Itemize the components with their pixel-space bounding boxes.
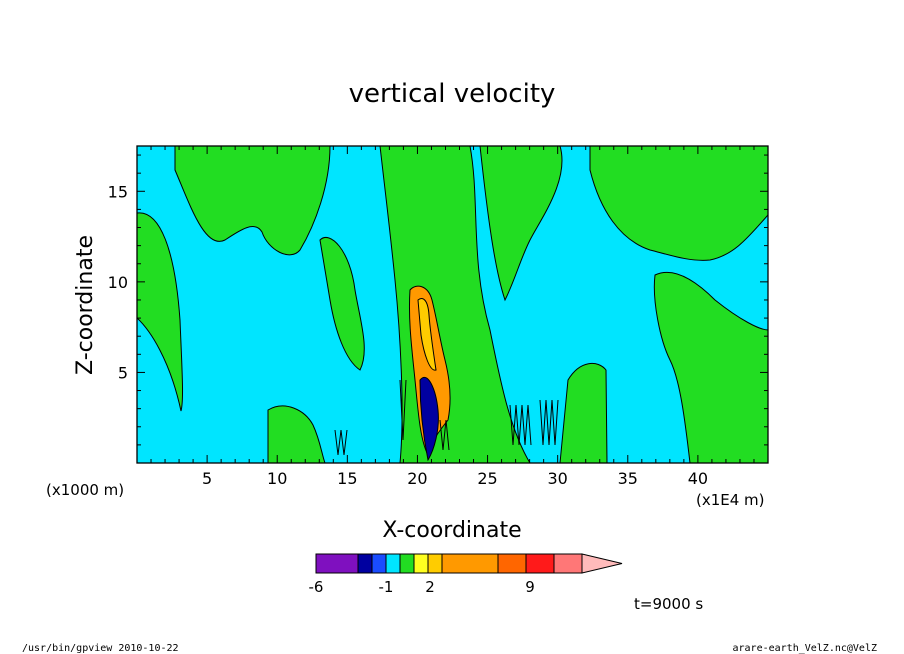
noise-contours [334, 379, 559, 456]
colorbar-segment [385, 553, 401, 574]
x-tick-label: 5 [202, 469, 212, 488]
colorbar-segment [525, 553, 555, 574]
core-yellow [417, 298, 437, 371]
x-axis: 5 10 15 20 25 30 35 40 [150, 146, 755, 488]
region-center-left [319, 237, 365, 371]
colorbar-label: -6 [309, 578, 324, 596]
y-tick-label: 5 [118, 363, 128, 382]
x-axis-label: X-coordinate [382, 518, 521, 543]
colorbar [315, 553, 623, 574]
x-tick-label: 20 [407, 469, 427, 488]
chart-title: vertical velocity [349, 79, 556, 109]
region-left-edge [137, 212, 184, 412]
region-top-left [174, 146, 331, 256]
x-tick-label: 15 [337, 469, 357, 488]
region-center-right [479, 146, 563, 302]
colorbar-segment [357, 553, 373, 574]
footer-left: /usr/bin/gpview 2010-10-22 [22, 643, 179, 654]
x-tick-label: 10 [267, 469, 287, 488]
x-unit-left: (x1000 m) [46, 481, 124, 499]
x-tick-label: 30 [547, 469, 567, 488]
core-blue [419, 377, 439, 462]
plot-field [137, 146, 768, 463]
colorbar-segment [315, 553, 359, 574]
x-unit-right: (x1E4 m) [696, 491, 765, 509]
x-tick-label: 35 [618, 469, 638, 488]
y-axis-label: Z-coordinate [73, 235, 98, 375]
colorbar-label: 2 [425, 578, 435, 596]
plot-frame [136, 145, 769, 464]
x-tick-label: 40 [688, 469, 708, 488]
y-axis: 5 10 15 [108, 154, 768, 446]
footer-right: arare-earth_VelZ.nc@VelZ [733, 643, 878, 654]
region-lower-left [267, 405, 326, 463]
colorbar-labels: -6 -1 2 9 [309, 578, 535, 596]
colorbar-arrow [581, 553, 623, 574]
colorbar-segment [413, 553, 429, 574]
region-top-right [589, 146, 768, 261]
colorbar-segment [427, 553, 443, 574]
colorbar-segment [441, 553, 499, 574]
region-right-lower [559, 362, 608, 463]
colorbar-segment [399, 553, 415, 574]
time-label: t=9000 s [634, 595, 703, 613]
colorbar-label: -1 [379, 578, 394, 596]
colorbar-label: 9 [525, 578, 535, 596]
y-tick-label: 10 [108, 273, 128, 292]
x-tick-label: 25 [477, 469, 497, 488]
colorbar-segment [553, 553, 583, 574]
colorbar-segment [371, 553, 387, 574]
y-tick-label: 15 [108, 182, 128, 201]
colorbar-segment [497, 553, 527, 574]
